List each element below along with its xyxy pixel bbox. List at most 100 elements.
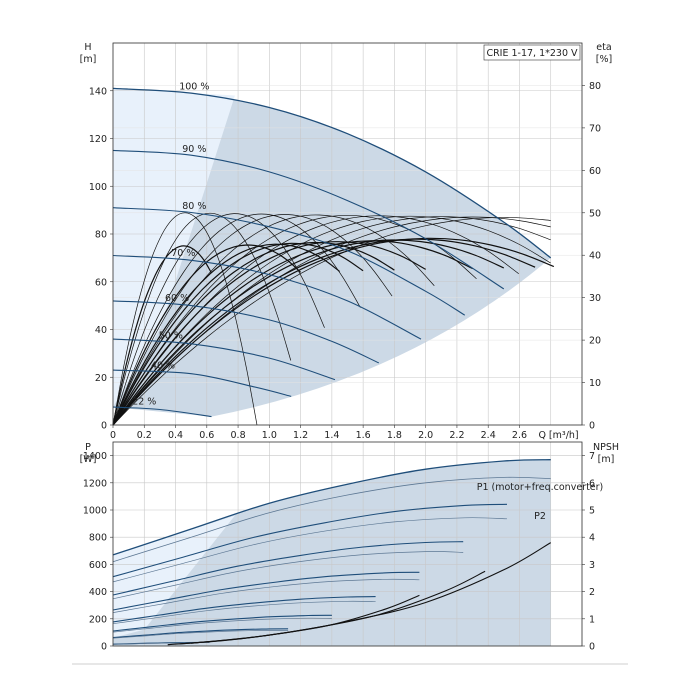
x-tick-label: 2.2 bbox=[449, 430, 464, 441]
top-grid bbox=[112, 42, 583, 426]
speed-label-100: 100 % bbox=[179, 82, 209, 93]
y-tick-label: 0 bbox=[101, 642, 107, 653]
y2-tick-label: 40 bbox=[589, 251, 601, 262]
y2-tick-label: 0 bbox=[589, 421, 595, 432]
speed-curves bbox=[112, 87, 552, 418]
power-curve-p2 bbox=[112, 517, 508, 583]
efficiency-curve bbox=[112, 216, 551, 426]
speed-label-22: 22 % bbox=[132, 397, 156, 408]
efficiency-fan-curve bbox=[112, 237, 555, 426]
y2-tick-label: 3 bbox=[589, 560, 595, 571]
y-tick-label: 40 bbox=[95, 325, 107, 336]
efficiency-fan bbox=[112, 237, 555, 426]
y2-tick-label: 2 bbox=[589, 587, 595, 598]
power-curve-p2 bbox=[112, 617, 332, 633]
y-axis-unit: [W] bbox=[80, 454, 97, 465]
x-tick-label: 0 bbox=[110, 430, 116, 441]
x-tick-label: 0.8 bbox=[231, 430, 246, 441]
y2-tick-label: 60 bbox=[589, 166, 601, 177]
y2-tick-label: 20 bbox=[589, 336, 601, 347]
y-tick-label: 0 bbox=[101, 421, 107, 432]
power-curve-p1 bbox=[112, 503, 508, 578]
efficiency-fan-curve bbox=[112, 241, 426, 426]
x-tick-label: 0.4 bbox=[168, 430, 183, 441]
p1-series-label: P1 (motor+freq.converter) bbox=[477, 482, 604, 493]
speed-curve bbox=[112, 207, 466, 316]
y2-tick-label: 5 bbox=[589, 506, 595, 517]
y2-axis-unit: [%] bbox=[596, 54, 612, 65]
y-tick-label: 20 bbox=[95, 373, 107, 384]
y2-axis-symbol: eta bbox=[596, 42, 611, 53]
x-tick-label: 2.6 bbox=[512, 430, 527, 441]
efficiency-fan-curve bbox=[112, 240, 473, 426]
p2-curve bbox=[112, 476, 551, 563]
speed-curve bbox=[112, 87, 552, 259]
speed-label-70: 70 % bbox=[171, 248, 195, 259]
speed-curve bbox=[112, 406, 212, 418]
title-box-frame bbox=[483, 44, 581, 61]
speed-label-80: 80 % bbox=[182, 201, 206, 212]
efficiency-fan-curve bbox=[112, 243, 341, 426]
y2-tick-label: 70 bbox=[589, 123, 601, 134]
chart-title: CRIE 1-17, 1*230 V bbox=[486, 48, 578, 59]
y2-tick-label: 0 bbox=[589, 642, 595, 653]
y-tick-label: 1000 bbox=[83, 506, 107, 517]
y2-axis-symbol: NPSH bbox=[593, 442, 619, 453]
speed-curve bbox=[112, 149, 505, 290]
npsh-curve bbox=[167, 594, 420, 646]
y-tick-label: 80 bbox=[95, 230, 107, 241]
p1-curve bbox=[112, 459, 551, 556]
x-tick-label: 1.4 bbox=[324, 430, 339, 441]
y-axis-unit: [m] bbox=[80, 54, 97, 65]
top-axes: 0 20 40 60 80 100 120 140 0 10 20 30 40 50 60 70 80 0 0.2 0… bbox=[80, 42, 613, 441]
power-curve-p2 bbox=[112, 551, 464, 600]
efficiency-fan-curve bbox=[112, 238, 536, 426]
efficiency-curve bbox=[112, 214, 393, 426]
speed-label-40: 40 % bbox=[151, 360, 175, 371]
power-curve-p2 bbox=[112, 630, 289, 639]
y-tick-label: 400 bbox=[89, 587, 107, 598]
power-curve-p1 bbox=[112, 596, 376, 623]
speed-curve bbox=[112, 300, 380, 364]
title-box: CRIE 1-17, 1*230 V bbox=[483, 44, 581, 61]
speed-label-60: 60 % bbox=[165, 293, 189, 304]
power-curve-p2 bbox=[112, 600, 376, 625]
y-tick-label: 600 bbox=[89, 560, 107, 571]
y-tick-label: 100 bbox=[89, 182, 107, 193]
x-tick-label: 2.4 bbox=[481, 430, 496, 441]
y2-tick-label: 4 bbox=[589, 533, 595, 544]
power-curve-p2 bbox=[112, 578, 420, 613]
speed-curve bbox=[112, 254, 422, 340]
x-axis-title: Q [m³/h] bbox=[538, 430, 578, 441]
bottom-plot-frame bbox=[112, 441, 583, 647]
y2-tick-label: 30 bbox=[589, 293, 601, 304]
speed-labels: 100 % 90 % 80 % 70 % 60 % 50 % 40 % 22 % bbox=[132, 82, 209, 408]
efficiency-fan-curve bbox=[112, 245, 213, 426]
power-curves bbox=[112, 459, 551, 645]
power-curve-p1 bbox=[112, 628, 289, 639]
efficiency-curve bbox=[112, 213, 325, 426]
y2-tick-label: 6 bbox=[589, 478, 595, 489]
x-tick-label: 0.2 bbox=[137, 430, 152, 441]
y-tick-label: 1200 bbox=[83, 478, 107, 489]
y2-tick-label: 50 bbox=[589, 208, 601, 219]
y2-tick-label: 80 bbox=[589, 81, 601, 92]
bottom-axes: 0 200 400 600 800 1000 1200 1400 0 1 2 3 4 5 6 7 P[W] NPS… bbox=[80, 442, 619, 653]
y2-tick-label: 7 bbox=[589, 451, 595, 462]
efficiency-curve bbox=[112, 214, 435, 426]
power-curve-p1 bbox=[112, 541, 464, 596]
speed-label-90: 90 % bbox=[182, 144, 206, 155]
x-tick-label: 1.0 bbox=[262, 430, 277, 441]
x-tick-label: 2.0 bbox=[418, 430, 433, 441]
x-tick-label: 0.6 bbox=[199, 430, 214, 441]
y-axis-symbol: P bbox=[85, 442, 91, 453]
efficiency-fan-curve bbox=[112, 239, 505, 426]
low-flow-region bbox=[113, 88, 235, 408]
efficiency-fan-curve bbox=[112, 241, 395, 426]
p2-series-label: P2 bbox=[534, 511, 546, 522]
y-axis-symbol: H bbox=[84, 42, 91, 53]
y2-tick-label: 1 bbox=[589, 614, 595, 625]
x-tick-label: 1.6 bbox=[356, 430, 371, 441]
y-tick-label: 140 bbox=[89, 86, 107, 97]
